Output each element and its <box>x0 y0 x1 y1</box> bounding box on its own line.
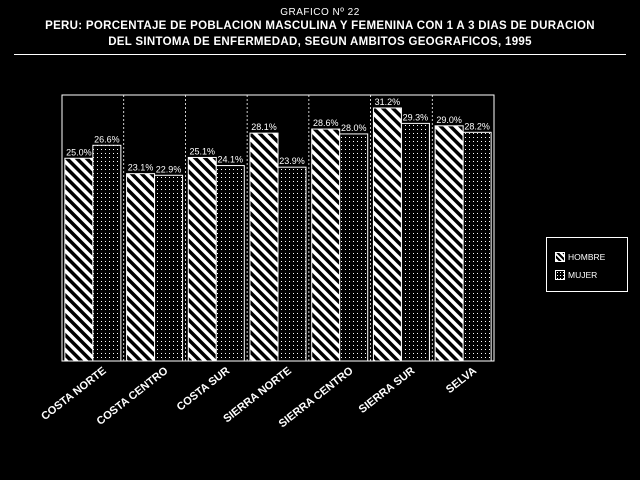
bar-mujer-selva <box>462 131 492 362</box>
bar-value-label: 28.1% <box>251 122 277 132</box>
bar-value-label: 24.1% <box>218 155 244 165</box>
legend: HOMBRE MUJER <box>546 237 628 292</box>
bar-value-label: 31.2% <box>375 97 401 107</box>
bar-mujer-costa-sur <box>215 165 245 362</box>
bar-value-label: 28.0% <box>341 123 367 133</box>
title-underline <box>14 54 626 55</box>
bar-hombre-costa-centro <box>126 173 156 362</box>
category-label: SELVA <box>444 365 479 396</box>
category-label: SIERRA SUR <box>357 365 418 416</box>
bar-hombre-costa-norte <box>64 157 94 362</box>
category-label: COSTA SUR <box>175 365 233 414</box>
bar-value-label: 26.6% <box>94 134 120 144</box>
bar-value-label: 29.3% <box>403 112 429 122</box>
chart-title-line-1: PERU: PORCENTAJE DE POBLACION MASCULINA … <box>45 20 595 32</box>
hatch-swatch-icon <box>555 252 565 262</box>
bar-mujer-sierra-sur <box>400 122 430 362</box>
bar-value-label: 25.0% <box>66 147 92 157</box>
bar-mujer-sierra-centro <box>339 133 369 362</box>
bar-value-label: 25.1% <box>190 146 216 156</box>
chart-title-line-2: DEL SINTOMA DE ENFERMEDAD, SEGUN AMBITOS… <box>108 36 532 48</box>
bar-mujer-costa-centro <box>154 174 184 362</box>
category-separators <box>123 95 433 361</box>
bar-hombre-sierra-centro <box>311 128 341 362</box>
bar-labels-group: 25.0%26.6% 23.1% 22.9% 25.1%24.1% 28.1% 23.9%… <box>66 97 490 174</box>
bar-value-label: 29.0% <box>436 115 462 125</box>
bar-mujer-costa-norte <box>92 144 122 362</box>
bar-value-label: 23.1% <box>128 163 154 173</box>
bar-hombre-costa-sur <box>187 156 217 362</box>
chart-header: GRAFICO Nº 22 PERU: PORCENTAJE DE POBLAC… <box>0 0 640 50</box>
bar-value-label: 28.6% <box>313 118 339 128</box>
category-label: COSTA NORTE <box>39 365 109 423</box>
bar-hombre-selva <box>434 125 464 362</box>
bar-value-label: 22.9% <box>156 164 182 174</box>
legend-label-hombre: HOMBRE <box>568 252 606 262</box>
bar-hombre-sierra-sur <box>372 107 402 362</box>
bar-mujer-sierra-norte <box>277 166 307 362</box>
dotted-swatch-icon <box>555 270 565 280</box>
legend-item-mujer: MUJER <box>555 269 597 281</box>
bar-hombre-sierra-norte <box>249 132 279 362</box>
figure-label: GRAFICO Nº 22 <box>280 7 360 18</box>
bar-value-label: 28.2% <box>464 121 490 131</box>
bars-group <box>64 107 492 362</box>
legend-label-mujer: MUJER <box>568 270 598 280</box>
bar-value-label: 23.9% <box>279 156 305 166</box>
legend-item-hombre: HOMBRE <box>555 251 605 263</box>
